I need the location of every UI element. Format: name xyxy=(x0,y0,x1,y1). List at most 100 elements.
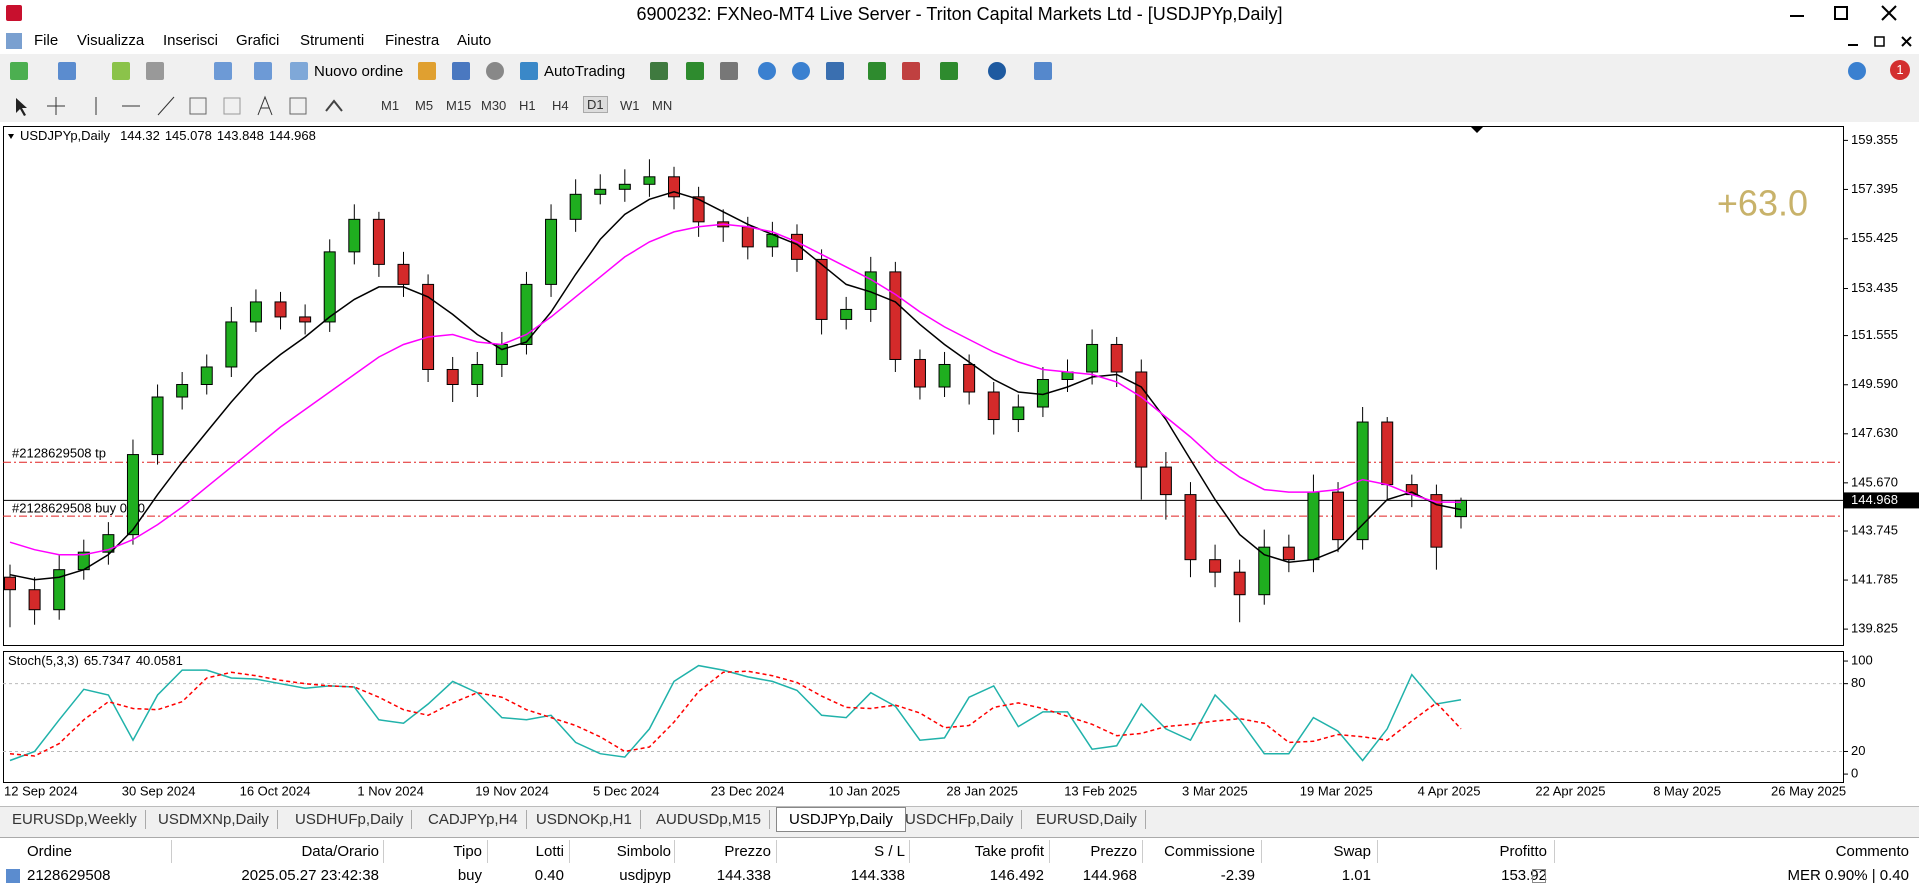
candle-body xyxy=(471,363,484,385)
candle-body xyxy=(643,176,656,185)
window-controls[interactable] xyxy=(1780,0,1919,29)
column-separator xyxy=(674,840,675,863)
menu-item[interactable]: Visualizza xyxy=(77,32,145,49)
autotrading-button[interactable]: AutoTrading xyxy=(544,63,626,80)
tab[interactable]: USDNOKp,H1 xyxy=(528,810,641,829)
moving-average xyxy=(9,191,1462,581)
x-tick-label: 19 Mar 2025 xyxy=(1300,783,1373,798)
tab-active[interactable]: USDJPYp,Daily xyxy=(776,807,906,832)
menu-item[interactable]: Grafici xyxy=(236,32,280,49)
menu-item[interactable]: Strumenti xyxy=(300,32,365,49)
candle-body xyxy=(323,251,336,323)
zoom-in-icon[interactable] xyxy=(758,62,776,80)
candle-body xyxy=(889,271,902,360)
tab[interactable]: USDCHFp,Daily xyxy=(897,810,1023,829)
column-header[interactable]: Prezzo xyxy=(1090,843,1137,860)
new-order-button[interactable]: Nuovo ordine xyxy=(314,63,404,80)
candle-body xyxy=(741,226,754,248)
x-tick-label: 22 Apr 2025 xyxy=(1535,783,1605,798)
timeframe[interactable]: M5 xyxy=(415,98,434,113)
candle-body xyxy=(1233,571,1246,596)
x-tick-label: 28 Jan 2025 xyxy=(946,783,1018,798)
zoom-out-icon[interactable] xyxy=(792,62,810,80)
profiles-icon[interactable] xyxy=(58,62,76,80)
candle-body xyxy=(1258,546,1271,596)
search-icon[interactable] xyxy=(1848,62,1866,80)
column-header[interactable]: Simbolo xyxy=(616,843,671,860)
tab[interactable]: USDHUFp,Daily xyxy=(287,810,413,829)
tab[interactable]: AUDUSDp,M15 xyxy=(648,810,771,829)
tab[interactable]: CADJPYp,H4 xyxy=(420,810,527,829)
candle-body xyxy=(1282,546,1295,561)
column-header[interactable]: Profitto xyxy=(1499,843,1547,860)
templates-icon[interactable] xyxy=(1034,62,1052,80)
menu-item[interactable]: File xyxy=(34,32,59,49)
timeframe[interactable]: MN xyxy=(652,98,673,113)
column-separator xyxy=(1142,840,1143,863)
app-icon xyxy=(6,5,22,21)
column-header[interactable]: Take profit xyxy=(974,843,1044,860)
editor-icon[interactable] xyxy=(418,62,436,80)
scroll-icon[interactable] xyxy=(868,62,886,80)
navigator-icon[interactable] xyxy=(146,62,164,80)
timeframe[interactable]: M30 xyxy=(481,98,507,113)
menu-item[interactable]: Inserisci xyxy=(163,32,219,49)
tab[interactable]: EURUSDp,Weekly xyxy=(4,810,146,829)
candle-body xyxy=(840,308,853,320)
timeframe[interactable]: M15 xyxy=(446,98,472,113)
line-chart-icon[interactable] xyxy=(720,62,738,80)
column-header[interactable]: Data/Orario xyxy=(301,843,379,860)
tile-icon[interactable] xyxy=(826,62,844,80)
menu-item[interactable]: Aiuto xyxy=(457,32,492,49)
column-header[interactable]: Lotti xyxy=(535,843,564,860)
ohlc-open: 144.32 xyxy=(120,128,160,143)
market-watch-icon[interactable] xyxy=(112,62,130,80)
timeframe-active[interactable]: D1 xyxy=(583,96,608,113)
autotrading-icon[interactable] xyxy=(520,62,538,80)
signals-icon[interactable] xyxy=(452,62,470,80)
column-separator xyxy=(171,840,172,863)
candle-body xyxy=(274,301,287,318)
indicators-icon[interactable] xyxy=(940,62,958,80)
candle-body xyxy=(422,283,435,370)
column-header[interactable]: Commissione xyxy=(1164,843,1255,860)
cell: 0.40 xyxy=(534,867,564,884)
timeframe[interactable]: W1 xyxy=(620,98,640,113)
y-tick-label: 147.630 xyxy=(1851,425,1898,440)
shift-icon[interactable] xyxy=(902,62,920,80)
y-tick-label: 159.355 xyxy=(1851,132,1898,147)
candle-body xyxy=(938,363,951,388)
timeframe[interactable]: H4 xyxy=(552,98,569,113)
child-window-controls[interactable] xyxy=(1840,31,1919,53)
column-header[interactable]: S / L xyxy=(874,843,905,860)
notification-badge[interactable]: 1 xyxy=(1890,60,1910,80)
y-tick-label: 151.555 xyxy=(1851,327,1898,342)
candle-chart-icon[interactable] xyxy=(686,62,704,80)
timeframe[interactable]: M1 xyxy=(381,98,400,113)
ohlc-high: 145.078 xyxy=(165,128,212,143)
menu-item[interactable]: Finestra xyxy=(385,32,440,49)
new-chart-icon[interactable] xyxy=(10,62,28,80)
drawing-tools[interactable] xyxy=(0,89,370,122)
vps-icon[interactable] xyxy=(486,62,504,80)
column-header[interactable]: Commento xyxy=(1835,843,1909,860)
column-header[interactable]: Prezzo xyxy=(724,843,771,860)
tester-icon[interactable] xyxy=(254,62,272,80)
bar-chart-icon[interactable] xyxy=(650,62,668,80)
terminal-icon[interactable] xyxy=(214,62,232,80)
candle-body xyxy=(987,391,1000,421)
column-header[interactable]: Tipo xyxy=(453,843,482,860)
ohlc-close: 144.968 xyxy=(269,128,316,143)
candle-body xyxy=(372,218,385,265)
column-header[interactable]: Ordine xyxy=(27,843,73,860)
column-header[interactable]: Swap xyxy=(1333,843,1371,860)
x-tick-label: 30 Sep 2024 xyxy=(122,783,196,798)
candle-body xyxy=(963,363,976,393)
new-order-icon[interactable] xyxy=(290,62,308,80)
candle-body xyxy=(126,454,139,536)
candle-body xyxy=(815,258,828,320)
timeframe[interactable]: H1 xyxy=(519,98,536,113)
tab[interactable]: USDMXNp,Daily xyxy=(150,810,278,829)
periods-icon[interactable] xyxy=(988,62,1006,80)
tab[interactable]: EURUSD,Daily xyxy=(1028,810,1146,829)
